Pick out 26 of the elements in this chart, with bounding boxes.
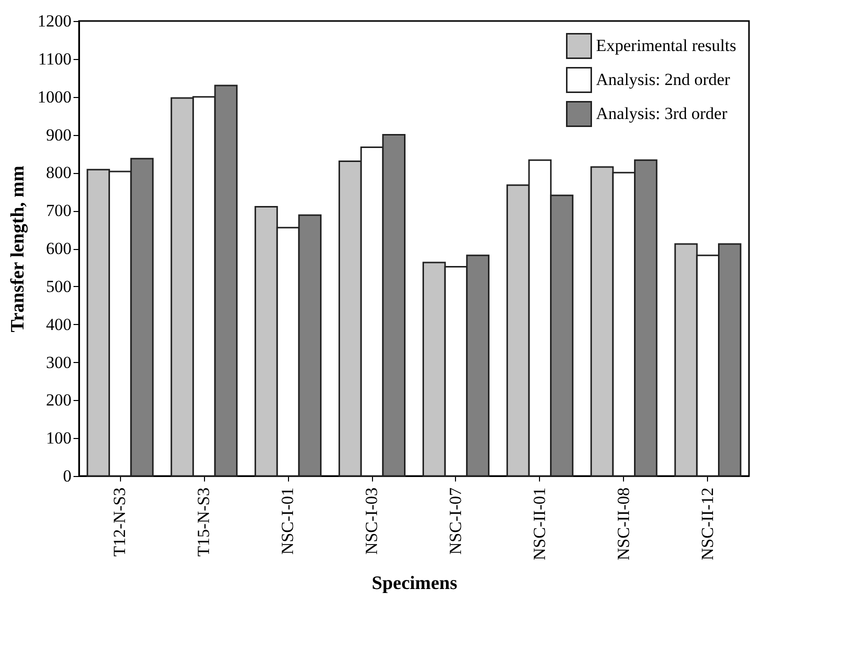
y-tick-label: 1000 xyxy=(38,87,72,106)
legend-label: Analysis: 2nd order xyxy=(596,70,730,89)
x-axis-title: Specimens xyxy=(372,573,458,594)
y-tick-label: 500 xyxy=(46,276,72,296)
x-tick-label: NSC-I-07 xyxy=(446,487,465,555)
x-tick-label: NSC-II-08 xyxy=(614,488,633,560)
y-tick-label: 1100 xyxy=(38,49,72,68)
x-tick-label: T15-N-S3 xyxy=(194,488,214,556)
y-axis-title: Transfer length, mm xyxy=(8,166,28,332)
x-tick-label: T12-N-S3 xyxy=(110,488,130,556)
legend-label: Experimental results xyxy=(596,36,736,55)
y-tick-label: 700 xyxy=(46,201,72,220)
legend-label: Analysis: 3rd order xyxy=(596,104,728,123)
y-tick-label: 1200 xyxy=(38,12,72,30)
x-tick-label: NSC-I-03 xyxy=(362,488,382,555)
y-tick-label: 600 xyxy=(46,239,72,258)
y-tick-label: 900 xyxy=(46,125,72,144)
y-tick-label: 800 xyxy=(46,163,72,182)
x-tick-label: NSC-I-01 xyxy=(278,488,298,555)
x-tick-label: NSC-II-01 xyxy=(530,488,549,560)
y-tick-label: 0 xyxy=(63,466,72,486)
y-tick-label: 100 xyxy=(46,428,72,448)
y-tick-label: 300 xyxy=(46,352,72,372)
x-tick-label: NSC-II-12 xyxy=(698,488,717,560)
y-tick-label: 200 xyxy=(46,390,72,410)
y-tick-label: 400 xyxy=(46,314,72,334)
